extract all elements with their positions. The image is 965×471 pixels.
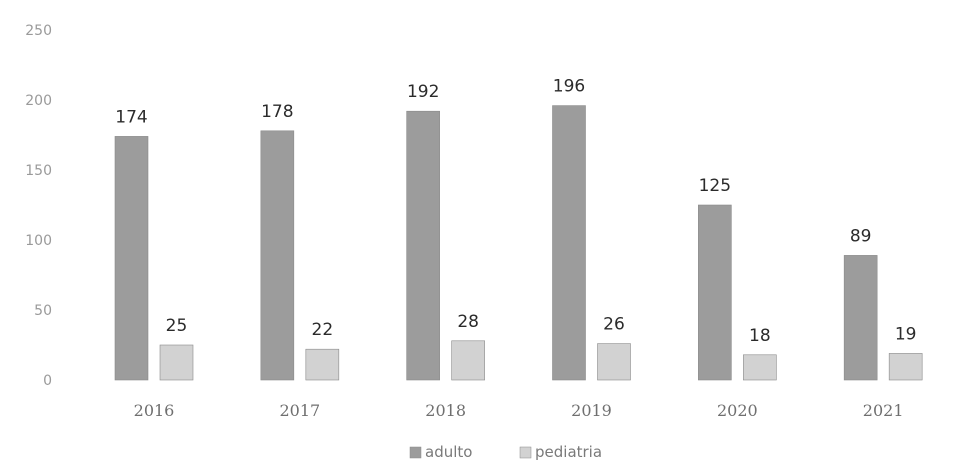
x-tick-label: 2017	[279, 401, 320, 420]
data-label: 192	[407, 82, 439, 102]
y-tick-label: 250	[25, 23, 52, 39]
data-label: 174	[115, 107, 147, 127]
x-tick-label: 2018	[425, 401, 466, 420]
data-label: 26	[603, 315, 625, 335]
bar-adulto	[114, 136, 149, 381]
legend: adulto pediatria	[409, 443, 602, 461]
data-label: 89	[850, 226, 872, 246]
bar-adulto	[260, 130, 295, 381]
y-tick-label: 0	[43, 373, 52, 389]
y-tick-label: 50	[34, 303, 52, 319]
x-tick-label: 2016	[134, 401, 175, 420]
legend-swatch-adulto	[409, 446, 422, 459]
bar-adulto	[698, 204, 732, 381]
legend-label-adulto: adulto	[425, 443, 472, 461]
bars-group	[114, 105, 923, 381]
data-label: 28	[457, 312, 479, 332]
x-tick-label: 2019	[571, 401, 612, 420]
data-label: 178	[261, 102, 293, 122]
bar-pediatria	[597, 343, 631, 381]
data-label: 196	[553, 77, 585, 97]
data-label: 18	[749, 326, 771, 346]
bar-adulto	[843, 255, 878, 381]
y-tick-label: 150	[25, 163, 52, 179]
legend-swatch-pediatria	[519, 446, 532, 459]
bar-adulto	[406, 110, 440, 381]
bar-pediatria	[451, 340, 485, 381]
y-tick-label: 200	[25, 93, 52, 109]
x-tick-label: 2021	[863, 401, 904, 420]
bar-pediatria	[743, 354, 777, 381]
y-tick-label: 100	[25, 233, 52, 249]
legend-label-pediatria: pediatria	[535, 443, 602, 461]
data-label: 22	[312, 320, 334, 340]
x-axis: 2016 2017 2018 2019 2020 2021	[134, 401, 904, 420]
data-label: 25	[166, 316, 188, 336]
data-label: 125	[699, 176, 731, 196]
y-axis: 0 50 100 150 200 250	[25, 23, 52, 389]
bar-pediatria	[305, 348, 340, 381]
x-tick-label: 2020	[717, 401, 758, 420]
bar-pediatria	[888, 353, 923, 381]
data-label: 19	[895, 324, 917, 344]
bar-adulto	[552, 105, 586, 381]
data-labels-group: 174 25 178 22 192 28 196 26 125 18 89 19	[115, 77, 916, 346]
bar-pediatria	[159, 344, 194, 381]
